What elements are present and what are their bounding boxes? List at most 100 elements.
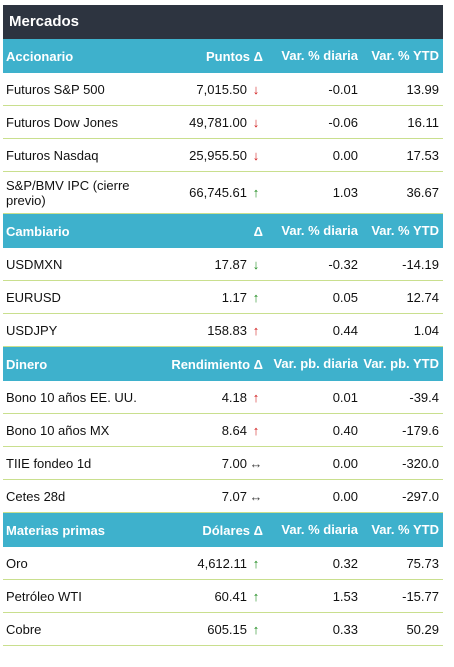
table-row: Petróleo WTI 60.41 ↑ 1.53 -15.77 [3, 580, 443, 613]
column-header-daily: Var. % diaria [281, 48, 358, 63]
table-row: Futuros S&P 500 7,015.50 ↓ -0.01 13.99 [3, 73, 443, 106]
daily-change: -0.06 [328, 114, 358, 130]
daily-change: 0.00 [332, 488, 358, 504]
instrument-name: USDMXN [6, 256, 63, 272]
ytd-change: 75.73 [406, 555, 439, 571]
up-arrow-icon: ↑ [252, 289, 260, 305]
ytd-change: 17.53 [406, 147, 439, 163]
daily-change: -0.32 [328, 256, 358, 272]
daily-change: 0.44 [332, 322, 358, 338]
instrument-name: TIIE fondeo 1d [6, 455, 92, 471]
table-row: S&P/BMV IPC (cierre previo) 66,745.61 ↑ 1.0… [3, 172, 443, 214]
ytd-change: 13.99 [406, 81, 439, 97]
column-header-value: Rendimiento Δ [171, 356, 263, 372]
instrument-value: 7.07 [221, 488, 247, 504]
instrument-value-cell: 60.41 ↑ [163, 589, 267, 604]
table-row: USDMXN 17.87 ↓ -0.32 -14.19 [3, 248, 443, 281]
instrument-value: 8.64 [221, 422, 247, 438]
up-arrow-icon: ↑ [252, 322, 260, 338]
table-row: EURUSD 1.17 ↑ 0.05 12.74 [3, 281, 443, 314]
section-header: Dinero Rendimiento Δ Var. pb. diaria Var. p… [3, 347, 443, 381]
column-header-daily: Var. pb. diaria [273, 356, 358, 371]
daily-change: 0.33 [332, 621, 358, 637]
daily-change: 1.03 [332, 185, 358, 200]
daily-change: 0.32 [332, 555, 358, 571]
instrument-name: S&P/BMV IPC (cierre previo) [6, 177, 130, 208]
down-arrow-icon: ↓ [252, 114, 260, 130]
section-name: Accionario [6, 48, 74, 64]
up-arrow-icon: ↑ [252, 422, 260, 438]
column-header-value: Puntos Δ [205, 48, 263, 64]
daily-change: 0.00 [332, 147, 358, 163]
down-arrow-icon: ↓ [252, 81, 260, 97]
daily-change: 0.40 [332, 422, 358, 438]
down-arrow-icon: ↓ [252, 256, 260, 272]
daily-change: 1.53 [332, 588, 358, 604]
column-header-ytd: Var. % YTD [371, 48, 439, 63]
ytd-change: -297.0 [402, 488, 439, 504]
table-row: Futuros Nasdaq 25,955.50 ↓ 0.00 17.53 [3, 139, 443, 172]
table-row: USDJPY 158.83 ↑ 0.44 1.04 [3, 314, 443, 347]
section-name: Cambiario [6, 223, 70, 239]
instrument-value-cell: 25,955.50 ↓ [163, 148, 267, 163]
instrument-value-cell: 66,745.61 ↑ [163, 185, 267, 200]
section-header: Cambiario Δ Var. % diaria Var. % YTD [3, 214, 443, 248]
daily-change: 0.00 [332, 455, 358, 471]
instrument-value-cell: 605.15 ↑ [163, 622, 267, 637]
flat-arrow-icon: ↔ [249, 488, 263, 504]
instrument-value: 7,015.50 [196, 81, 247, 97]
markets-table: Accionario Puntos Δ Var. % diaria Var. % YT… [3, 39, 443, 646]
instrument-name: Futuros Dow Jones [6, 114, 118, 130]
instrument-value-cell: 158.83 ↑ [163, 323, 267, 338]
flat-arrow-icon: ↔ [249, 455, 263, 471]
instrument-name: EURUSD [6, 289, 61, 305]
instrument-value-cell: 8.64 ↑ [163, 423, 267, 438]
instrument-name: USDJPY [6, 322, 58, 338]
table-row: Cobre 605.15 ↑ 0.33 50.29 [3, 613, 443, 646]
column-header-value: Δ [253, 223, 263, 239]
table-row: Cetes 28d 7.07 ↔ 0.00 -297.0 [3, 480, 443, 513]
ytd-change: -179.6 [402, 422, 439, 438]
ytd-change: -14.19 [402, 256, 439, 272]
daily-change: -0.01 [328, 81, 358, 97]
column-header-daily: Var. % diaria [281, 522, 358, 537]
instrument-name: Oro [6, 555, 28, 571]
instrument-name: Cobre [6, 621, 42, 637]
ytd-change: 12.74 [406, 289, 439, 305]
up-arrow-icon: ↑ [252, 621, 260, 637]
section-name: Dinero [6, 356, 48, 372]
instrument-name: Petróleo WTI [6, 588, 82, 604]
instrument-value: 1.17 [221, 289, 247, 305]
section-header: Accionario Puntos Δ Var. % diaria Var. % YT… [3, 39, 443, 73]
up-arrow-icon: ↑ [252, 389, 260, 405]
instrument-value-cell: 1.17 ↑ [163, 290, 267, 305]
down-arrow-icon: ↓ [252, 147, 260, 163]
instrument-value: 7.00 [221, 455, 247, 471]
table-row: Bono 10 años EE. UU. 4.18 ↑ 0.01 -39.4 [3, 381, 443, 414]
instrument-name: Futuros Nasdaq [6, 147, 99, 163]
instrument-value-cell: 17.87 ↓ [163, 257, 267, 272]
instrument-value: 25,955.50 [189, 147, 247, 163]
instrument-value: 60.41 [214, 588, 247, 604]
ytd-change: -320.0 [402, 455, 439, 471]
table-row: Oro 4,612.11 ↑ 0.32 75.73 [3, 547, 443, 580]
instrument-name: Cetes 28d [6, 488, 66, 504]
instrument-value-cell: 49,781.00 ↓ [163, 115, 267, 130]
instrument-value: 605.15 [207, 621, 247, 637]
up-arrow-icon: ↑ [252, 588, 260, 604]
instrument-value: 4.18 [221, 389, 247, 405]
table-row: Futuros Dow Jones 49,781.00 ↓ -0.06 16.11 [3, 106, 443, 139]
instrument-name: Bono 10 años EE. UU. [6, 389, 137, 405]
column-header-ytd: Var. % YTD [371, 223, 439, 238]
instrument-value-cell: 7.00 ↔ [163, 456, 267, 471]
column-header-value: Dólares Δ [202, 522, 263, 538]
up-arrow-icon: ↑ [252, 185, 260, 200]
ytd-change: 36.67 [406, 185, 439, 200]
instrument-value: 66,745.61 [189, 185, 247, 200]
instrument-name: Futuros S&P 500 [6, 81, 105, 97]
column-header-ytd: Var. % YTD [371, 522, 439, 537]
section-name: Materias primas [6, 522, 105, 538]
table-row: TIIE fondeo 1d 7.00 ↔ 0.00 -320.0 [3, 447, 443, 480]
widget-title: Mercados [3, 5, 443, 39]
ytd-change: 16.11 [407, 114, 439, 130]
